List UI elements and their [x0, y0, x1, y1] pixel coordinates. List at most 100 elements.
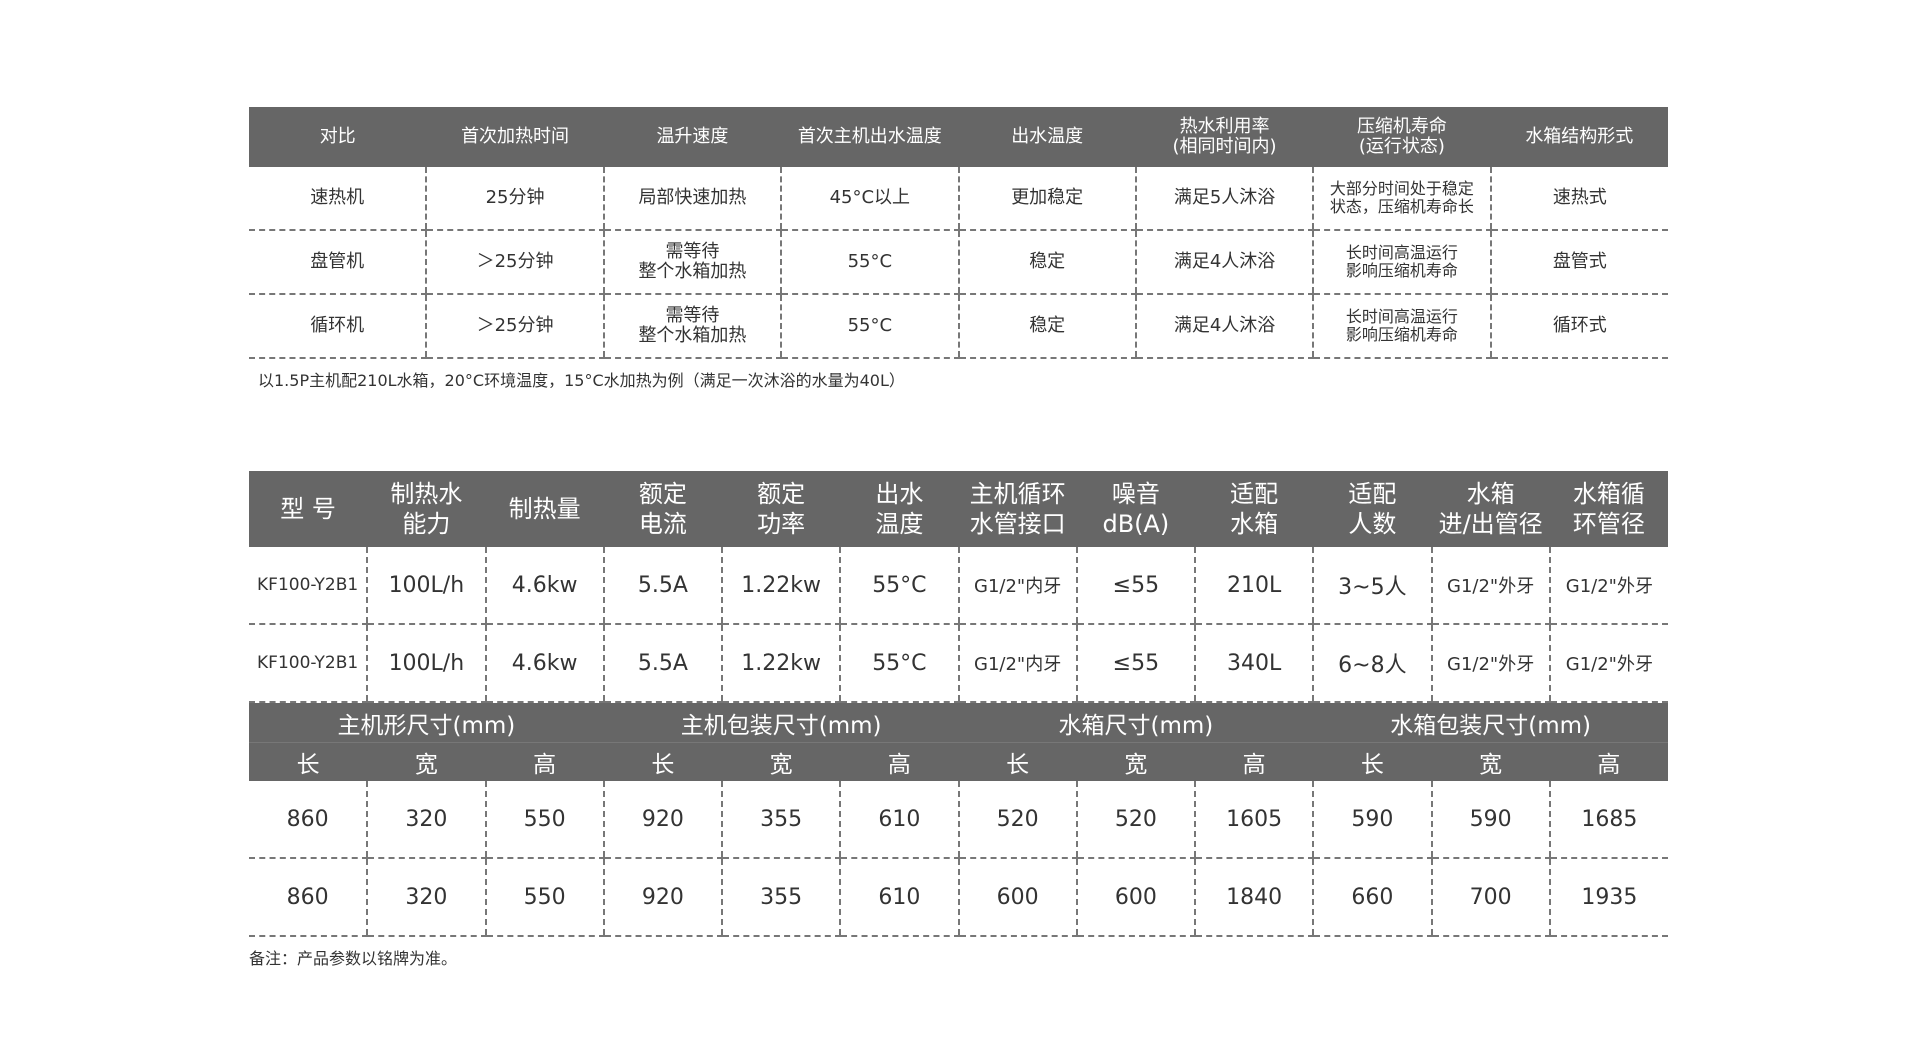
table-cell: 4.6kw	[484, 624, 604, 703]
table-cell: 55°C	[839, 547, 959, 625]
table-cell: 稳定	[957, 294, 1136, 359]
column-header: 出水温度	[958, 107, 1136, 167]
dimension-group-header: 主机包装尺寸(mm)	[603, 702, 959, 743]
dimension-group-row: 主机形尺寸(mm) 主机包装尺寸(mm) 水箱尺寸(mm) 水箱包装尺寸(mm)	[249, 702, 1668, 743]
table-cell: 1.22kw	[720, 624, 841, 703]
table-cell: 920	[602, 781, 722, 859]
table-cell: 满足4人沐浴	[1134, 294, 1314, 359]
dimension-subheader: 宽	[1431, 742, 1550, 781]
table-cell: 860	[249, 781, 368, 859]
comparison-note: 以1.5P主机配210L水箱，20°C环境温度，15°C水加热为例（满足一次沐浴…	[258, 371, 905, 390]
dimension-subheader: 高	[1549, 742, 1668, 781]
table-row: KF100-Y2B1 100L/h 4.6kw 5.5A 1.22kw 55°C G1/2"…	[249, 547, 1668, 625]
column-header: 主机循环 水管接口	[958, 471, 1077, 547]
comparison-table: 对比 首次加热时间 温升速度 首次主机出水温度 出水温度 热水利用率 (相同时间内) 压缩机…	[249, 107, 1668, 359]
column-header: 制热水 能力	[367, 471, 486, 547]
dimension-group-header: 主机形尺寸(mm)	[249, 702, 604, 743]
column-header: 适配 人数	[1313, 471, 1432, 547]
column-header: 适配 水箱	[1195, 471, 1314, 547]
table-cell: 4.6kw	[484, 547, 604, 625]
table-cell: 盘管机	[249, 230, 427, 295]
column-header: 水箱循 环管径	[1549, 471, 1668, 547]
table-cell: 稳定	[957, 230, 1136, 295]
table-row: 循环机 ＞25分钟 需等待 整个水箱加热 55°C 稳定 满足4人沐浴 长时间高温运行 影响…	[249, 294, 1668, 359]
table-cell: 满足4人沐浴	[1134, 230, 1314, 295]
column-header: 压缩机寿命 (运行状态)	[1313, 107, 1491, 167]
dimension-subheader: 高	[485, 742, 604, 781]
table-cell: 1605	[1193, 781, 1314, 859]
table-row: 盘管机 ＞25分钟 需等待 整个水箱加热 55°C 稳定 满足4人沐浴 长时间高温运行 影响…	[249, 230, 1668, 295]
column-header: 首次主机出水温度	[781, 107, 959, 167]
specs-table: 型 号制热水 能力 制热量 额定 电流 额定 功率 出水 温度 主机循环 水管接口 噪音 d…	[249, 471, 1668, 937]
table-cell: 循环式	[1489, 294, 1668, 359]
table-cell: 需等待 整个水箱加热	[602, 230, 782, 295]
column-header: 出水 温度	[840, 471, 959, 547]
table-cell: 355	[720, 858, 841, 937]
table-cell: KF100-Y2B1	[249, 547, 368, 625]
table-cell: 大部分时间处于稳定 状态，压缩机寿命长	[1312, 167, 1491, 231]
table-cell: 340L	[1193, 624, 1314, 703]
table-cell: 700	[1430, 858, 1550, 937]
table-cell: 需等待 整个水箱加热	[602, 294, 782, 359]
table-cell: 局部快速加热	[602, 167, 782, 231]
dimension-group-header: 水箱包装尺寸(mm)	[1313, 702, 1668, 743]
table-cell: G1/2"外牙	[1548, 624, 1668, 703]
table-cell: 550	[484, 858, 604, 937]
table-cell: 1840	[1193, 858, 1314, 937]
table-cell: ＞25分钟	[425, 294, 604, 359]
table-cell: G1/2"外牙	[1430, 547, 1550, 625]
dimension-subheader: 长	[1313, 742, 1432, 781]
table-cell: 520	[1075, 781, 1195, 859]
table-cell: 320	[366, 781, 486, 859]
table-cell: 长时间高温运行 影响压缩机寿命	[1312, 230, 1491, 295]
dimension-subheader: 宽	[367, 742, 486, 781]
table-cell: 速热式	[1489, 167, 1668, 231]
column-header: 热水利用率 (相同时间内)	[1135, 107, 1314, 167]
column-header: 首次加热时间	[426, 107, 604, 167]
table-cell: 600	[1075, 858, 1195, 937]
column-header: 温升速度	[603, 107, 782, 167]
table-cell: KF100-Y2B1	[249, 624, 368, 703]
table-cell: 590	[1312, 781, 1432, 859]
dimension-subheader: 长	[958, 742, 1077, 781]
dimension-subheader: 宽	[722, 742, 841, 781]
table-cell: 55°C	[780, 230, 959, 295]
column-header: 制热量	[485, 471, 604, 547]
column-header: 额定 功率	[722, 471, 841, 547]
column-header: 额定 电流	[603, 471, 722, 547]
table-cell: G1/2"内牙	[957, 624, 1077, 703]
table-cell: G1/2"外牙	[1430, 624, 1550, 703]
table-cell: 速热机	[249, 167, 427, 231]
dimension-subheader: 长	[603, 742, 722, 781]
table-cell: 610	[839, 781, 959, 859]
table-cell: G1/2"外牙	[1548, 547, 1668, 625]
table-cell: ≤55	[1075, 547, 1195, 625]
dimension-subheader-row: 长宽高长宽高长宽高长宽高	[249, 742, 1668, 781]
table-cell: 1685	[1548, 781, 1668, 859]
column-header: 水箱结构形式	[1490, 107, 1668, 167]
header-row: 型 号制热水 能力 制热量 额定 电流 额定 功率 出水 温度 主机循环 水管接口 噪音 d…	[249, 471, 1668, 547]
dimension-row: 860 320 550 920 355 610 600 600 1840 660 700 1935	[249, 858, 1668, 937]
table-cell: 长时间高温运行 影响压缩机寿命	[1312, 294, 1491, 359]
dimension-subheader: 宽	[1076, 742, 1195, 781]
table-cell: 610	[839, 858, 959, 937]
table-cell: 100L/h	[366, 624, 486, 703]
dimension-subheader: 高	[840, 742, 959, 781]
column-header: 噪音 dB(A)	[1076, 471, 1195, 547]
table-cell: 55°C	[780, 294, 959, 359]
table-cell: 600	[957, 858, 1077, 937]
specs-note: 备注：产品参数以铭牌为准。	[249, 949, 458, 968]
dimension-subheader: 长	[249, 742, 368, 781]
table-cell: 1.22kw	[720, 547, 841, 625]
table-cell: 590	[1430, 781, 1550, 859]
column-header: 型 号	[249, 471, 368, 547]
table-cell: 3~5人	[1312, 547, 1432, 625]
table-cell: 320	[366, 858, 486, 937]
column-header: 对比	[249, 107, 427, 167]
table-cell: 100L/h	[366, 547, 486, 625]
table-cell: 860	[249, 858, 368, 937]
header-row: 对比 首次加热时间 温升速度 首次主机出水温度 出水温度 热水利用率 (相同时间内) 压缩机…	[249, 107, 1668, 167]
table-cell: ≤55	[1075, 624, 1195, 703]
table-cell: 25分钟	[425, 167, 604, 231]
dimension-row: 860 320 550 920 355 610 520 520 1605 590 590 1685	[249, 781, 1668, 859]
